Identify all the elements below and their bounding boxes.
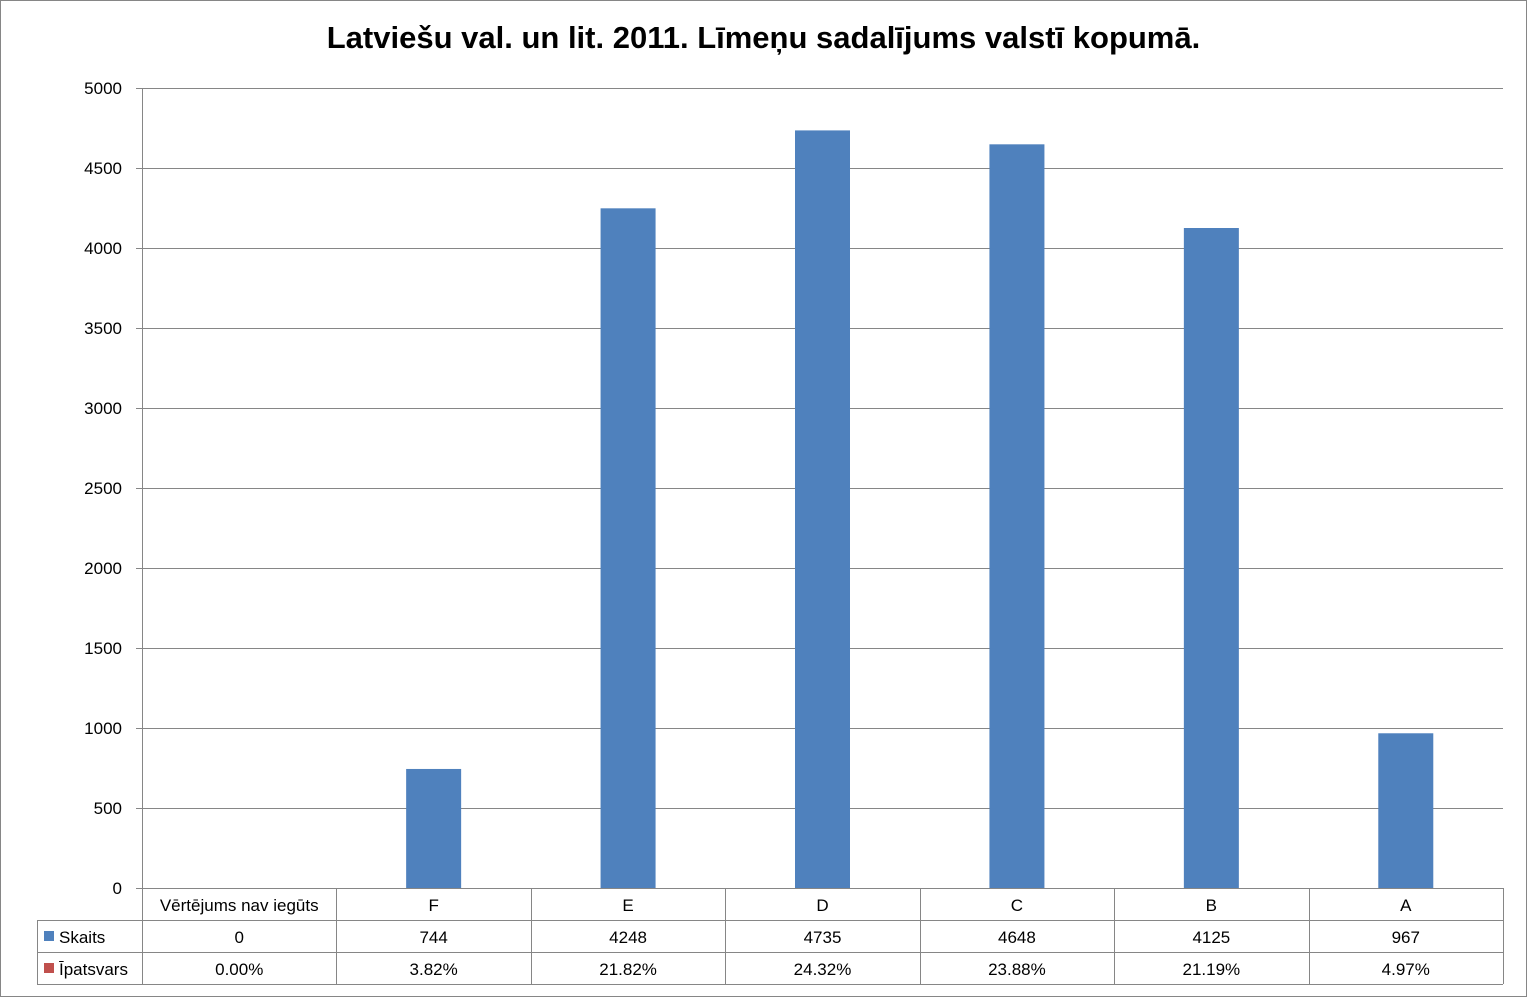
data-table-value: 0 — [234, 928, 243, 947]
x-category-label: A — [1400, 896, 1412, 915]
data-table-value: 0.00% — [215, 960, 263, 979]
x-category-label: E — [622, 896, 633, 915]
legend-key — [44, 931, 54, 941]
bar — [795, 130, 850, 888]
y-tick-label: 3500 — [84, 319, 122, 338]
data-table-value: 4.97% — [1382, 960, 1430, 979]
x-category-label: F — [428, 896, 438, 915]
data-table-value: 744 — [419, 928, 447, 947]
y-tick-label: 2000 — [84, 559, 122, 578]
bar — [1378, 733, 1434, 888]
y-tick-label: 1000 — [84, 719, 122, 738]
y-tick-label: 5000 — [84, 79, 122, 98]
y-tick-label: 1500 — [84, 639, 122, 658]
legend-label: Īpatsvars — [59, 960, 128, 979]
chart-title: Latviešu val. un lit. 2011. Līmeņu sadal… — [326, 20, 1201, 55]
data-table-value: 4248 — [609, 928, 647, 947]
x-category-label: B — [1206, 896, 1217, 915]
y-tick-label: 4500 — [84, 159, 122, 178]
data-table-value: 3.82% — [410, 960, 458, 979]
data-table-value: 21.19% — [1183, 960, 1241, 979]
bar — [989, 144, 1045, 888]
y-tick-label: 4000 — [84, 239, 122, 258]
data-table-value: 4125 — [1192, 928, 1230, 947]
bar — [1183, 228, 1239, 888]
y-tick-label: 2500 — [84, 479, 122, 498]
data-table-value: 967 — [1392, 928, 1420, 947]
y-tick-label: 500 — [94, 799, 122, 818]
legend-label: Skaits — [59, 928, 105, 947]
x-category-label: D — [816, 896, 828, 915]
bar — [600, 208, 656, 888]
y-tick-label: 3000 — [84, 399, 122, 418]
x-category-label: C — [1011, 896, 1023, 915]
data-table-value: 24.32% — [794, 960, 852, 979]
bar — [406, 768, 462, 888]
y-tick-label: 0 — [113, 879, 122, 898]
data-table-value: 23.88% — [988, 960, 1046, 979]
x-category-label: Vērtējums nav iegūts — [160, 896, 319, 915]
data-table-value: 4735 — [804, 928, 842, 947]
data-table-value: 4648 — [998, 928, 1036, 947]
data-table-value: 21.82% — [599, 960, 657, 979]
legend-key — [44, 963, 54, 973]
